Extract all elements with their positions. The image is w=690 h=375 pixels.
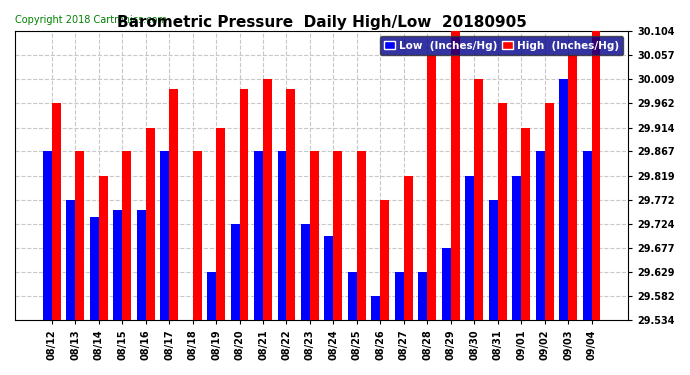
Title: Barometric Pressure  Daily High/Low  20180905: Barometric Pressure Daily High/Low 20180…	[117, 15, 526, 30]
Bar	[568, 55, 577, 320]
Bar	[465, 176, 474, 320]
Bar	[52, 103, 61, 320]
Bar	[66, 200, 75, 320]
Bar	[489, 200, 497, 320]
Bar	[193, 152, 201, 320]
Bar	[333, 152, 342, 320]
Bar	[371, 296, 380, 320]
Bar	[146, 128, 155, 320]
Bar	[263, 80, 272, 320]
Bar	[122, 152, 131, 320]
Bar	[512, 176, 521, 320]
Bar	[442, 248, 451, 320]
Bar	[474, 80, 483, 320]
Bar	[582, 152, 591, 320]
Bar	[591, 31, 600, 320]
Bar	[310, 152, 319, 320]
Bar	[239, 89, 248, 320]
Bar	[497, 103, 506, 320]
Bar	[380, 200, 389, 320]
Bar	[277, 152, 286, 320]
Bar	[169, 89, 178, 320]
Bar	[451, 31, 460, 320]
Bar	[207, 272, 216, 320]
Bar	[43, 151, 52, 320]
Bar	[230, 224, 239, 320]
Text: Copyright 2018 Cartronics.com: Copyright 2018 Cartronics.com	[15, 15, 167, 26]
Bar	[559, 80, 568, 320]
Bar	[286, 89, 295, 320]
Bar	[348, 272, 357, 320]
Bar	[113, 210, 122, 320]
Bar	[427, 55, 436, 320]
Bar	[254, 151, 263, 320]
Bar	[395, 272, 404, 320]
Bar	[137, 210, 146, 320]
Bar	[160, 151, 169, 320]
Bar	[404, 176, 413, 320]
Bar	[521, 128, 530, 320]
Bar	[324, 236, 333, 320]
Bar	[216, 128, 225, 320]
Bar	[90, 217, 99, 320]
Bar	[357, 152, 366, 320]
Bar	[99, 176, 108, 320]
Bar	[535, 152, 544, 320]
Bar	[301, 224, 310, 320]
Legend: Low  (Inches/Hg), High  (Inches/Hg): Low (Inches/Hg), High (Inches/Hg)	[380, 36, 623, 55]
Bar	[544, 103, 553, 320]
Bar	[418, 272, 427, 320]
Bar	[75, 152, 84, 320]
